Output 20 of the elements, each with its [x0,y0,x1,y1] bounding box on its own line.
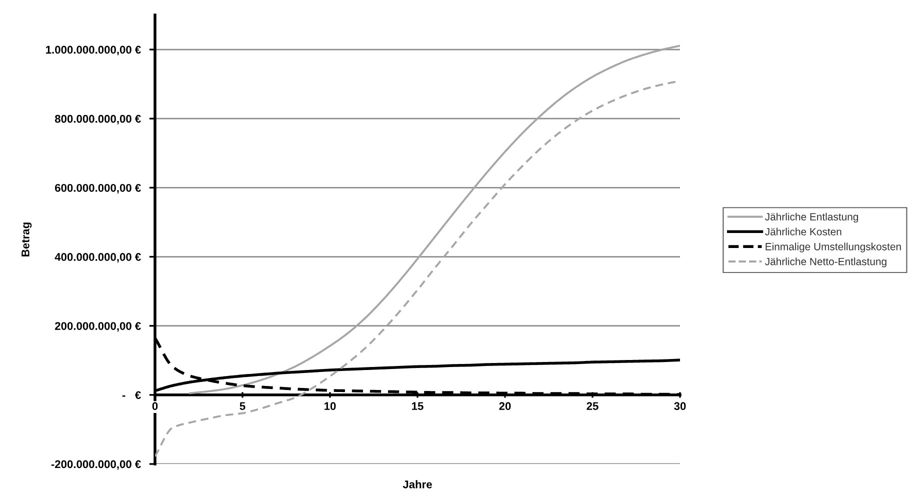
x-axis-title: Jahre [402,480,432,488]
x-tick-label: 5 [240,402,246,410]
x-tick-label: 25 [586,402,598,410]
legend-label: Jährliche Entlastung [765,212,858,223]
y-tick-label: 600.000.000,00 € [55,184,141,194]
y-tick-label: -200.000.000,00 € [51,460,141,470]
legend-label: Jährliche Kosten [765,228,842,236]
legend-label: Einmalige Umstellungskosten [766,242,901,252]
x-tick-label: 20 [499,402,511,410]
legend-label: Jährliche Netto-Entlastung [765,258,886,268]
y-tick-label: 800.000.000,00 € [54,114,141,124]
x-tick-label: 30 [674,402,686,410]
x-tick-label: 15 [412,402,424,410]
y-axis-title: Betrag [22,222,32,256]
y-tick-label: - € [122,391,141,400]
x-tick-label: 10 [324,402,336,410]
x-tick-label: 0 [152,402,158,410]
y-tick-label: 400.000.000,00 € [54,253,141,263]
y-tick-label: 1.000.000.000,00 € [46,46,141,56]
y-tick-label: 200.000.000,00 € [55,322,141,332]
